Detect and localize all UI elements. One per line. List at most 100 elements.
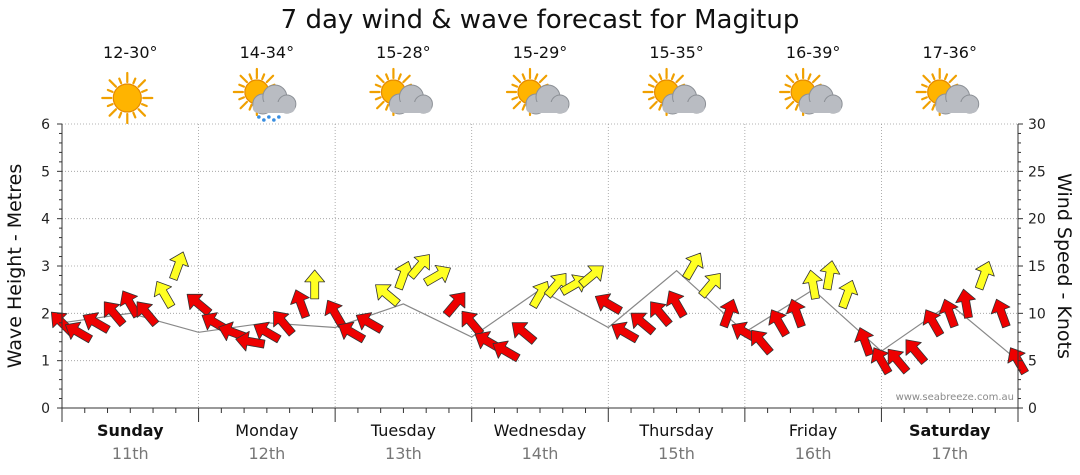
- wind-arrow-shape: [153, 281, 176, 309]
- cloud-shape: [525, 84, 570, 115]
- rain-drop: [262, 118, 266, 122]
- wind-arrow-shape: [423, 264, 451, 287]
- wind-arrow-shape: [768, 309, 790, 338]
- sun-ray: [248, 103, 253, 111]
- wind-arrow: [938, 298, 959, 329]
- wind-arrow: [838, 279, 859, 310]
- x-day-label: Wednesday: [494, 421, 587, 440]
- wind-arrow: [854, 327, 874, 357]
- wind-arrow-shape: [819, 260, 841, 291]
- wind-arrow: [922, 309, 945, 338]
- wind-arrow: [751, 329, 774, 356]
- wind-arrow: [355, 312, 384, 334]
- wind-arrow: [304, 269, 326, 300]
- wind-arrow-shape: [785, 298, 806, 329]
- wind-arrow: [870, 347, 893, 376]
- y-tick-label-right: 10: [1028, 306, 1046, 322]
- cloud-shape: [935, 84, 980, 115]
- sun-ray: [675, 74, 684, 84]
- temperature-label: 15-35°: [649, 43, 704, 62]
- wind-arrow-shape: [666, 290, 688, 319]
- wind-arrow-shape: [854, 327, 874, 357]
- wind-arrow-shape: [338, 321, 367, 344]
- wind-arrow: [442, 292, 466, 318]
- wind-arrow-shape: [253, 321, 282, 344]
- plot-grid: [62, 123, 1018, 408]
- x-day-label: Saturday: [909, 421, 991, 440]
- wind-arrow-shape: [355, 312, 384, 334]
- sun-ray: [647, 96, 655, 101]
- wind-arrow-shape: [65, 321, 93, 344]
- wind-arrow: [990, 298, 1011, 329]
- x-date-label: 16th: [795, 444, 832, 463]
- sun-ray: [658, 103, 663, 111]
- x-axis-labels: Sunday 11th Monday 12th Tuesday 13th Wednesday…: [97, 421, 991, 463]
- rain-drop: [267, 115, 271, 119]
- wind-arrow-shape: [578, 265, 604, 288]
- chart-title: 7 day wind & wave forecast for Magitup: [281, 5, 800, 35]
- wind-arrow: [423, 264, 451, 287]
- sun-ray: [140, 103, 148, 108]
- sun-ray: [649, 74, 658, 84]
- sun-ray: [511, 83, 519, 88]
- cloud-shape: [798, 84, 843, 115]
- wind-arrow: [650, 301, 673, 327]
- sun-ray: [118, 111, 123, 119]
- wind-arrow-shape: [650, 301, 673, 327]
- temperature-label: 15-28°: [376, 43, 431, 62]
- cloud-shape: [388, 84, 433, 115]
- sun-ray: [106, 88, 114, 93]
- x-day-label: Monday: [235, 421, 298, 440]
- wind-arrow-shape: [407, 254, 430, 280]
- wind-arrow-shape: [838, 279, 859, 310]
- sun-ray: [261, 73, 266, 81]
- cloud-shape: [662, 84, 707, 115]
- y-tick-label-left: 6: [41, 117, 50, 133]
- sun-ray: [512, 100, 522, 110]
- wind-arrow: [511, 322, 538, 345]
- wind-arrow: [887, 348, 911, 375]
- sun-ray: [922, 100, 931, 110]
- wind-arrow-shape: [751, 329, 774, 356]
- y-tick-label-left: 1: [41, 354, 50, 370]
- rain-drop: [272, 118, 276, 122]
- sun-ray: [512, 74, 522, 84]
- wind-arrow: [65, 321, 93, 344]
- wind-arrow-shape: [611, 321, 640, 344]
- wind-arrow-shape: [719, 298, 740, 329]
- sun-ray: [239, 100, 249, 110]
- wind-arrow: [905, 339, 929, 365]
- wind-arrow: [407, 254, 430, 280]
- y-axis-right-label: Wind Speed - Knots: [1053, 173, 1075, 359]
- sun-ray: [376, 74, 385, 84]
- wind-arrow: [698, 273, 721, 299]
- y-tick-label-left: 4: [41, 212, 50, 228]
- sun-ray: [239, 74, 249, 84]
- sun-cloud-icon: [779, 67, 843, 117]
- sun-ray: [784, 96, 792, 101]
- cloud-base: [252, 102, 295, 113]
- sun-ray: [238, 96, 246, 101]
- x-day-label: Friday: [789, 421, 838, 440]
- sun-ray: [118, 77, 123, 85]
- wind-arrow: [290, 289, 310, 319]
- wind-arrow-shape: [273, 310, 296, 337]
- sun-cloud-icon: [642, 67, 707, 117]
- wind-arrow: [630, 312, 657, 336]
- wind-arrow: [103, 301, 127, 327]
- sun-ray: [132, 77, 137, 85]
- wind-arrow-shape: [594, 293, 623, 315]
- wind-arrow-shape: [870, 347, 893, 376]
- wind-arrow-shape: [955, 288, 976, 319]
- cloud-base: [526, 102, 568, 113]
- sun-ray: [534, 73, 539, 81]
- sun-ray: [784, 83, 792, 88]
- sun-ray: [511, 96, 519, 101]
- x-date-label: 11th: [112, 444, 149, 463]
- wind-arrow-shape: [922, 309, 945, 338]
- y-tick-label-right: 30: [1028, 117, 1046, 133]
- sun-ray: [811, 74, 821, 84]
- sun-disc: [112, 83, 142, 113]
- wind-arrow-shape: [511, 322, 538, 345]
